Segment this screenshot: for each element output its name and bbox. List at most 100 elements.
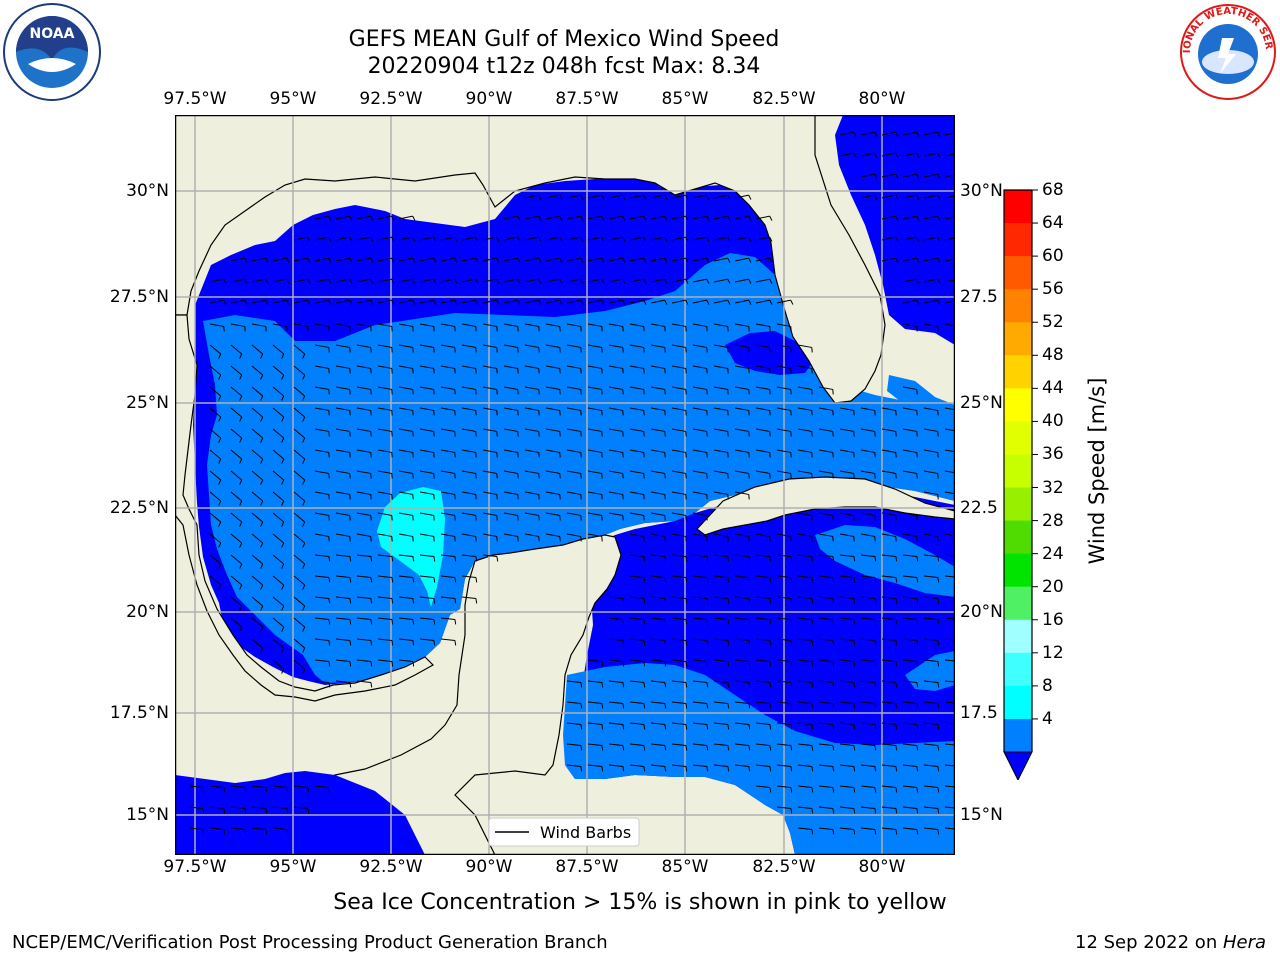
sea-ice-note: Sea Ice Concentration > 15% is shown in … bbox=[333, 890, 947, 915]
wind-barb bbox=[272, 806, 289, 814]
wind-barb bbox=[545, 257, 563, 263]
wind-barb bbox=[650, 365, 666, 374]
wind-barb bbox=[860, 680, 877, 688]
wind-barb bbox=[734, 386, 750, 395]
wind-barb bbox=[671, 215, 689, 221]
wind-barb bbox=[902, 236, 920, 242]
wind-barb bbox=[944, 470, 955, 474]
wind-barb bbox=[944, 195, 955, 199]
colorbar-tick-label: 36 bbox=[1042, 444, 1064, 465]
wind-barb bbox=[713, 722, 730, 730]
wind-barb bbox=[818, 680, 835, 688]
wind-barb bbox=[293, 659, 306, 674]
wind-barb bbox=[923, 194, 941, 200]
colorbar-band bbox=[1004, 454, 1032, 489]
wind-barb bbox=[776, 701, 793, 709]
wind-barb bbox=[566, 470, 582, 479]
wind-barb bbox=[419, 299, 437, 305]
wind-barb bbox=[356, 236, 374, 242]
colorbar-band bbox=[1004, 718, 1032, 753]
colorbar-label: Wind Speed [m/s] bbox=[1085, 377, 1109, 565]
wind-barb bbox=[356, 407, 372, 416]
wind-barb bbox=[797, 554, 814, 562]
wind-barb bbox=[734, 323, 750, 332]
wind-barb bbox=[482, 470, 498, 479]
wind-barb bbox=[503, 299, 521, 305]
wind-barb bbox=[797, 533, 813, 542]
wind-barb bbox=[713, 533, 729, 542]
wind-barb bbox=[293, 470, 306, 485]
wind-barb bbox=[314, 386, 330, 395]
wind-barb bbox=[587, 680, 604, 688]
wind-barb bbox=[650, 764, 667, 772]
wind-barb bbox=[608, 278, 626, 284]
wind-barb bbox=[629, 743, 646, 751]
wind-barb bbox=[839, 743, 856, 751]
wind-barb bbox=[356, 533, 372, 542]
wind-barb bbox=[734, 215, 752, 221]
wind-barb bbox=[314, 428, 330, 437]
wind-barb bbox=[755, 533, 771, 542]
wind-barb bbox=[440, 236, 458, 242]
wind-barb bbox=[608, 299, 626, 305]
wind-barb bbox=[713, 299, 731, 305]
wind-barb bbox=[608, 344, 624, 353]
lon-label-bottom: 97.5°W bbox=[163, 857, 227, 877]
lon-label-top: 80°W bbox=[858, 89, 906, 109]
wind-barb bbox=[545, 299, 563, 305]
colorbar-tick-label: 64 bbox=[1042, 213, 1064, 234]
wind-barb bbox=[314, 533, 330, 542]
wind-barb bbox=[419, 278, 437, 284]
wind-barb bbox=[482, 386, 498, 395]
wind-barb bbox=[629, 659, 646, 667]
wind-barb bbox=[461, 257, 479, 263]
wind-barb bbox=[734, 236, 752, 242]
wind-barb bbox=[440, 449, 456, 458]
wind-barb bbox=[671, 323, 687, 332]
wind-barb bbox=[377, 575, 394, 583]
wind-barb bbox=[818, 617, 835, 625]
wind-barb bbox=[902, 407, 918, 416]
wind-barb bbox=[398, 533, 414, 542]
wind-barb bbox=[818, 785, 835, 793]
wind-barb bbox=[251, 257, 269, 263]
wind-barb bbox=[734, 554, 751, 562]
wind-barb bbox=[608, 638, 625, 646]
wind-barb bbox=[902, 470, 918, 479]
wind-barb bbox=[881, 512, 897, 521]
wind-barb bbox=[860, 806, 877, 814]
wind-barb bbox=[860, 152, 878, 158]
wind-barb bbox=[524, 365, 540, 374]
wind-barb bbox=[692, 575, 709, 583]
wind-barb bbox=[713, 278, 731, 284]
wind-barb bbox=[209, 299, 227, 305]
wind-barb bbox=[608, 701, 625, 709]
wind-barb bbox=[923, 533, 939, 542]
wind-barb bbox=[692, 449, 708, 458]
wind-barb bbox=[755, 785, 772, 793]
wind-barb bbox=[272, 512, 285, 527]
wind-barb bbox=[755, 323, 771, 332]
wind-barb bbox=[755, 386, 771, 395]
wind-barb bbox=[356, 470, 372, 479]
wind-barb bbox=[272, 365, 285, 380]
colorbar-tick-label: 12 bbox=[1042, 642, 1064, 663]
wind-barb bbox=[629, 428, 645, 437]
wind-barb bbox=[398, 596, 415, 604]
wind-barb bbox=[188, 806, 205, 814]
wind-barb bbox=[482, 491, 498, 500]
wind-barb bbox=[251, 470, 264, 485]
wind-barb bbox=[797, 659, 814, 667]
wind-barb bbox=[524, 407, 540, 416]
wind-barb bbox=[482, 554, 499, 562]
wind-barb bbox=[734, 680, 751, 688]
wind-barb bbox=[461, 512, 477, 521]
wind-barb bbox=[755, 617, 772, 625]
wind-barb bbox=[755, 575, 772, 583]
wind-barb bbox=[461, 323, 477, 332]
noaa-logo: NOAA bbox=[2, 2, 102, 102]
wind-barb bbox=[881, 257, 899, 263]
wind-barb bbox=[923, 131, 941, 137]
wind-barb bbox=[776, 575, 793, 583]
wind-barb bbox=[272, 278, 290, 284]
